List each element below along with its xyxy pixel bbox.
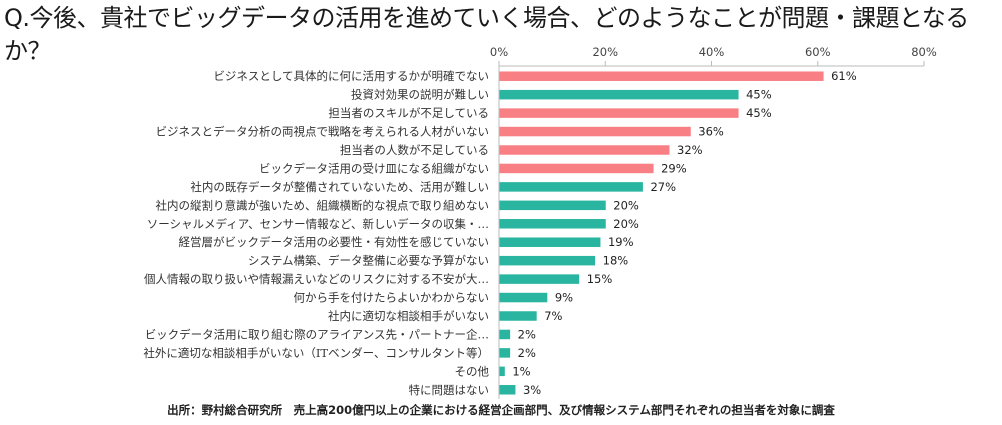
x-tick-label: 80% bbox=[911, 45, 937, 59]
category-label: システム構築、データ整備に必要な予算がない bbox=[248, 254, 489, 268]
category-label: ビックデータ活用に取り組む際のアライアンス先・パートナー企… bbox=[145, 327, 489, 341]
bar bbox=[499, 366, 505, 377]
data-label: 45% bbox=[746, 106, 772, 120]
x-tick-label: 60% bbox=[805, 45, 831, 59]
x-tick-label: 40% bbox=[699, 45, 725, 59]
category-label: ソーシャルメディア、センサー情報など、新しいデータの収集・… bbox=[147, 217, 489, 231]
data-label: 20% bbox=[613, 217, 639, 231]
data-label: 7% bbox=[544, 309, 562, 323]
category-label: ビジネスとして具体的に何に活用するかが明確でない bbox=[213, 69, 489, 83]
chart-title: Q.今後、貴社でビッグデータの活用を進めていく場合、どのようなことが問題・課題と… bbox=[4, 4, 969, 65]
data-label: 9% bbox=[555, 291, 573, 305]
data-label: 20% bbox=[613, 198, 639, 212]
data-label: 36% bbox=[698, 125, 724, 139]
category-label: 担当者の人数が不足している bbox=[340, 143, 489, 157]
x-tick-label: 0% bbox=[490, 45, 508, 59]
data-label: 3% bbox=[523, 383, 541, 397]
category-label: 社外に適切な相談相手がいない（ITベンダー、コンサルタント等） bbox=[143, 346, 489, 360]
data-label: 18% bbox=[603, 254, 629, 268]
bar bbox=[499, 329, 511, 340]
bar bbox=[499, 89, 739, 100]
category-label: 特に問題はない bbox=[409, 383, 490, 397]
category-label: ビジネスとデータ分析の両視点で戦略を考えられる人材がいない bbox=[156, 125, 490, 139]
category-label: 社内の縦割り意識が強いため、組織横断的な視点で取り組めない bbox=[156, 198, 490, 212]
category-label: その他 bbox=[455, 364, 490, 378]
bar bbox=[499, 108, 739, 118]
category-label: 担当者のスキルが不足している bbox=[328, 106, 489, 120]
x-tick-label: 20% bbox=[592, 45, 618, 59]
data-label: 19% bbox=[608, 235, 634, 249]
data-label: 2% bbox=[518, 327, 536, 341]
data-label: 32% bbox=[677, 143, 703, 157]
bar bbox=[499, 200, 606, 211]
bar bbox=[499, 274, 580, 284]
data-label: 45% bbox=[746, 88, 772, 102]
category-label: 社内の既存データが整備されていないため、活用が難しい bbox=[190, 180, 489, 194]
bar bbox=[499, 71, 824, 81]
bar bbox=[499, 182, 643, 192]
bar bbox=[499, 348, 511, 358]
category-label: 社内に適切な相談相手がいない bbox=[328, 309, 489, 323]
data-label: 27% bbox=[650, 180, 676, 194]
data-label: 15% bbox=[587, 272, 613, 286]
source-note: 出所：野村総合研究所 売上高200億円以上の企業における経営企画部門、及び情報シ… bbox=[167, 403, 835, 417]
category-label: ビックデータ活用の受け皿になる組織がない bbox=[259, 161, 489, 175]
bar bbox=[499, 292, 548, 303]
data-label: 1% bbox=[512, 364, 530, 378]
bar bbox=[499, 237, 601, 247]
bar bbox=[499, 255, 596, 266]
category-label: 個人情報の取り扱いや情報漏えいなどのリスクに対する不安が大… bbox=[144, 272, 489, 286]
category-label: 経営層がビックデータ活用の必要性・有効性を感じていない bbox=[179, 235, 490, 249]
bar bbox=[499, 126, 691, 137]
data-label: 61% bbox=[831, 69, 857, 83]
category-label: 何から手を付けたらよいかわからない bbox=[294, 291, 490, 305]
data-label: 2% bbox=[518, 346, 536, 360]
category-label: 投資対効果の説明が難しい bbox=[351, 88, 489, 102]
bar bbox=[499, 311, 537, 321]
bar bbox=[499, 145, 670, 155]
bar bbox=[499, 219, 606, 229]
bar bbox=[499, 163, 654, 174]
bar bbox=[499, 385, 516, 395]
data-label: 29% bbox=[661, 161, 687, 175]
